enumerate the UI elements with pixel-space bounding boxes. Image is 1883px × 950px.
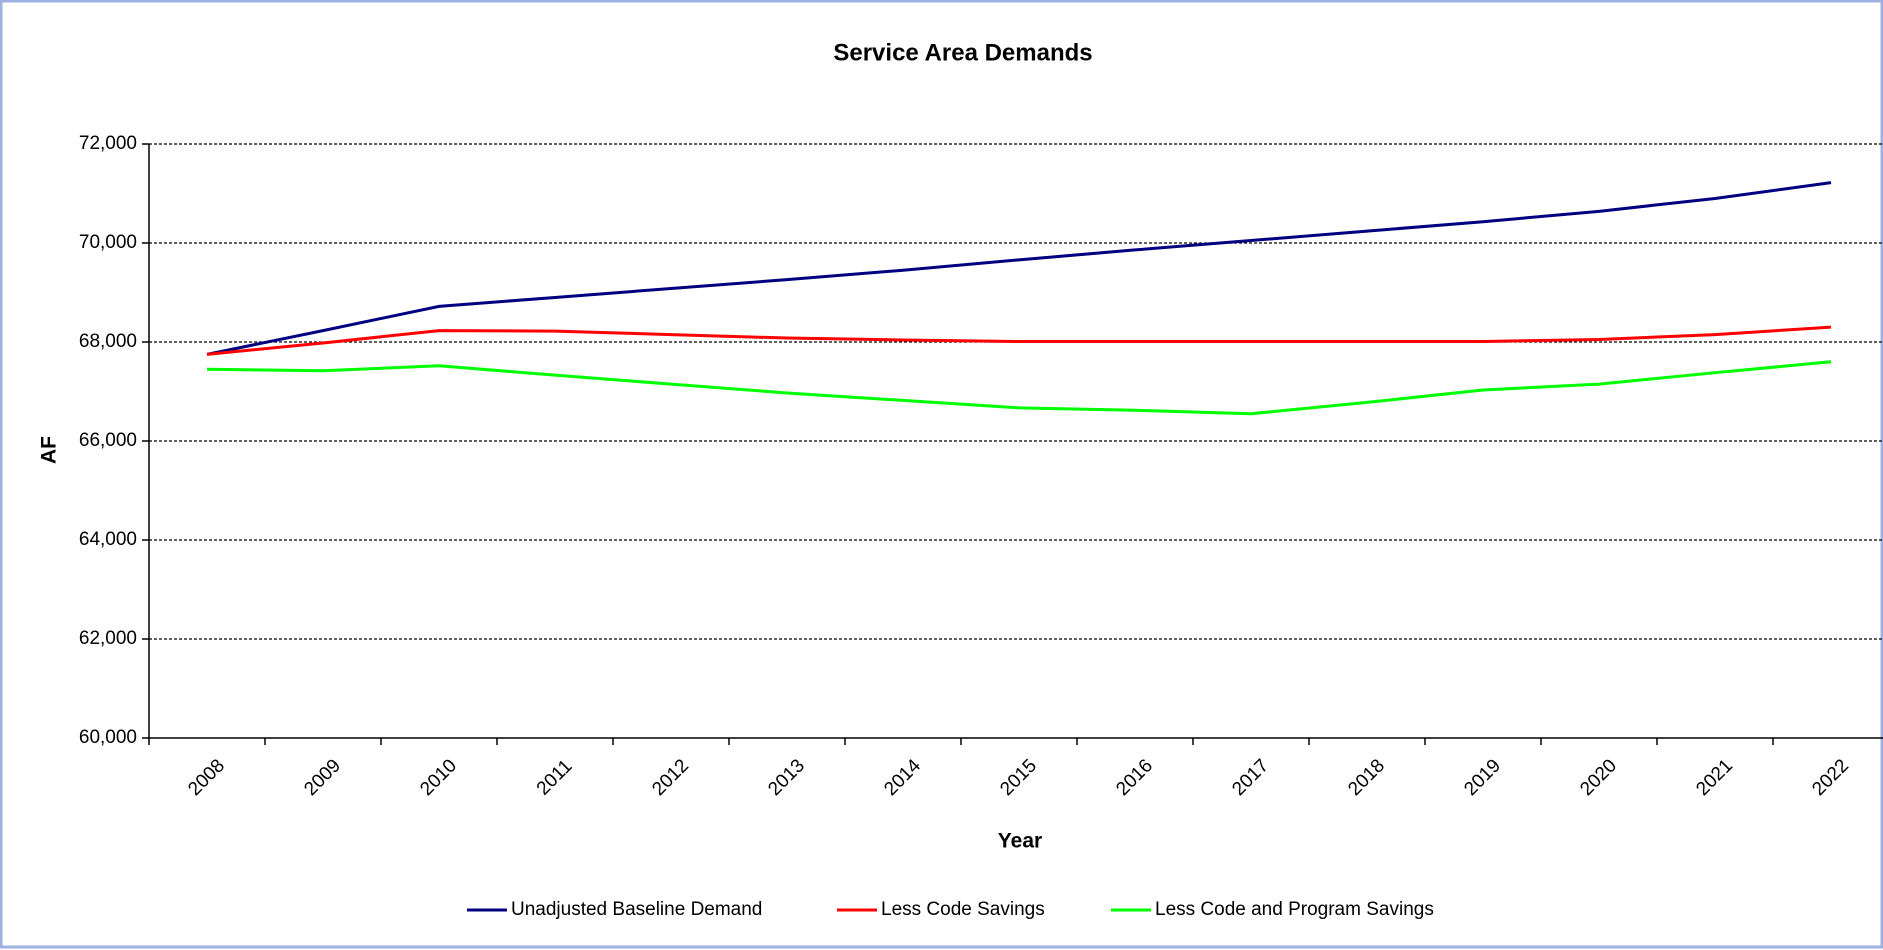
y-tick-label: 66,000 — [79, 430, 137, 451]
x-axis-title: Year — [998, 830, 1042, 853]
y-tick-label: 72,000 — [79, 133, 137, 154]
chart-title: Service Area Demands — [833, 39, 1092, 66]
y-tick-label: 62,000 — [79, 628, 137, 649]
y-tick-label: 60,000 — [79, 727, 137, 748]
y-tick-label: 70,000 — [79, 232, 137, 253]
y-axis-title: AF — [38, 436, 61, 464]
legend-label: Less Code Savings — [881, 899, 1045, 920]
legend-label: Unadjusted Baseline Demand — [511, 899, 762, 920]
data-line — [206, 181, 1832, 356]
legend-label: Less Code and Program Savings — [1155, 899, 1434, 920]
y-tick-label: 68,000 — [79, 331, 137, 352]
data-line — [206, 325, 1832, 356]
y-tick-label: 64,000 — [79, 529, 137, 550]
data-line — [206, 360, 1832, 416]
